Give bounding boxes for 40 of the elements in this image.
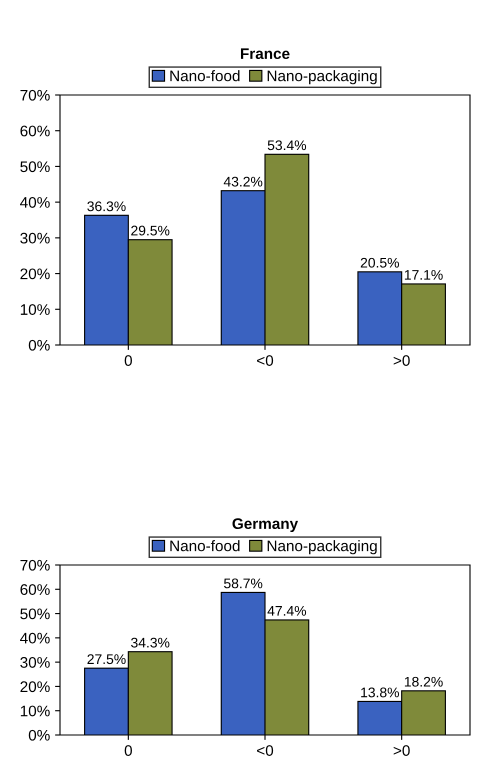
legend-label: Nano-packaging <box>268 540 377 554</box>
y-tick-label: 10% <box>20 706 50 716</box>
data-label: 47.4% <box>267 606 306 616</box>
y-tick-label: 60% <box>20 126 50 136</box>
y-tick-label: 0% <box>28 340 50 351</box>
data-label: 58.7% <box>224 578 262 588</box>
data-label: 53.4% <box>268 140 306 150</box>
chart-title: Germany <box>232 518 298 532</box>
x-tick-label: 0 <box>124 355 132 366</box>
y-tick-label: 20% <box>20 681 50 692</box>
legend-label: Nano-food <box>170 70 240 82</box>
y-tick-label: 70% <box>20 560 50 571</box>
y-tick-label: 40% <box>20 632 50 644</box>
x-tick-label: <0 <box>257 355 274 366</box>
y-tick-label: 10% <box>20 304 50 315</box>
y-tick-label: 70% <box>20 90 50 101</box>
x-tick-label: <0 <box>257 745 274 756</box>
x-tick-label: >0 <box>394 745 410 756</box>
data-label: 29.5% <box>131 226 170 236</box>
data-label: 13.8% <box>361 688 399 698</box>
y-tick-label: 50% <box>20 161 50 172</box>
data-label: 36.3% <box>87 201 126 212</box>
legend-label: Nano-packaging <box>268 70 377 84</box>
data-label: 18.2% <box>404 676 443 687</box>
chart-title: France <box>240 48 290 60</box>
data-label: 20.5% <box>360 258 399 268</box>
y-tick-label: 0% <box>28 730 50 741</box>
y-tick-label: 50% <box>20 608 50 620</box>
y-tick-label: 40% <box>20 197 50 208</box>
data-label: 17.1% <box>404 270 443 280</box>
y-tick-label: 60% <box>20 584 50 595</box>
x-tick-label: 0 <box>124 745 132 756</box>
data-label: 34.3% <box>131 638 170 648</box>
y-tick-label: 30% <box>20 232 50 244</box>
y-tick-label: 20% <box>20 268 50 280</box>
x-tick-label: >0 <box>394 355 410 366</box>
y-tick-label: 30% <box>20 657 50 668</box>
data-label: 43.2% <box>224 176 262 187</box>
legend-label: Nano-food <box>170 540 240 552</box>
data-label: 27.5% <box>87 654 126 664</box>
